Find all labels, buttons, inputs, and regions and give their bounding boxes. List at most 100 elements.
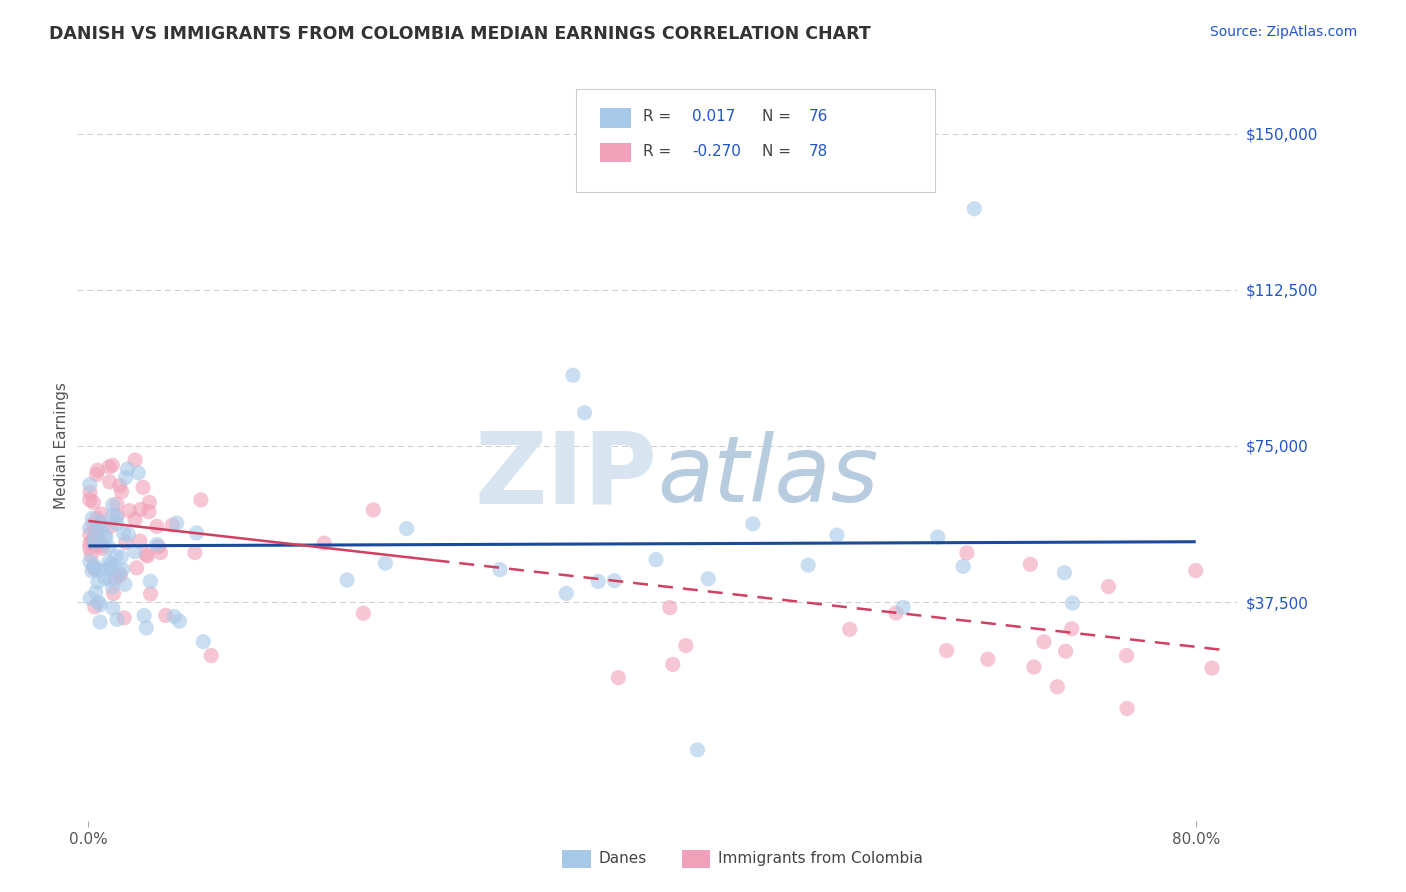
Point [555, 586, 578, 600]
Point [163, 609, 186, 624]
Point [1062, 596, 1084, 610]
Point [86, 511, 108, 525]
Point [79, 492, 101, 507]
Point [83, 558, 105, 573]
Point [94, 531, 117, 545]
Point [190, 492, 212, 507]
Point [149, 545, 172, 559]
Point [86, 463, 108, 477]
Point [1184, 564, 1206, 578]
Point [118, 504, 141, 518]
Point [741, 516, 763, 531]
Point [607, 671, 630, 685]
Point [124, 453, 146, 467]
Point [104, 549, 127, 563]
Point [110, 550, 132, 565]
Point [1019, 558, 1042, 572]
Point [83, 561, 105, 575]
Point [361, 503, 384, 517]
Point [82, 533, 104, 548]
Point [129, 502, 152, 516]
Point [138, 505, 160, 519]
Point [1054, 644, 1077, 658]
Point [91, 541, 114, 556]
Point [127, 466, 149, 480]
Point [79, 521, 101, 535]
Point [97, 541, 120, 555]
Point [91, 519, 114, 533]
Point [89, 533, 111, 547]
Point [124, 512, 146, 526]
Point [200, 648, 222, 663]
Point [89, 598, 111, 612]
Point [148, 540, 170, 554]
Text: 0.017: 0.017 [692, 110, 735, 124]
Point [661, 657, 683, 672]
Point [139, 574, 162, 589]
Point [79, 477, 101, 491]
Point [105, 612, 128, 626]
Point [125, 561, 148, 575]
Point [336, 573, 359, 587]
Text: 78: 78 [808, 145, 828, 159]
Point [117, 462, 139, 476]
Text: N =: N = [762, 110, 796, 124]
Point [108, 566, 131, 580]
Point [145, 537, 167, 551]
Point [101, 498, 124, 512]
Point [84, 524, 107, 539]
Text: DANISH VS IMMIGRANTS FROM COLOMBIA MEDIAN EARNINGS CORRELATION CHART: DANISH VS IMMIGRANTS FROM COLOMBIA MEDIA… [49, 25, 870, 43]
Point [1022, 660, 1045, 674]
Point [489, 563, 512, 577]
Point [98, 460, 121, 475]
Point [314, 536, 336, 550]
Point [825, 528, 848, 542]
Y-axis label: Median Earnings: Median Earnings [53, 383, 69, 509]
Point [82, 495, 104, 509]
Point [135, 621, 157, 635]
Point [169, 614, 191, 628]
Point [89, 615, 111, 629]
Point [1116, 701, 1139, 715]
Point [114, 470, 136, 484]
Point [797, 558, 820, 573]
Point [145, 519, 167, 533]
Point [956, 546, 979, 560]
Point [697, 572, 720, 586]
Point [561, 368, 583, 383]
Point [86, 530, 108, 544]
Point [97, 555, 120, 569]
Point [90, 515, 112, 529]
Point [82, 511, 104, 525]
Point [891, 600, 914, 615]
Point [977, 652, 1000, 666]
Point [83, 534, 105, 549]
Point [110, 484, 132, 499]
Point [658, 600, 681, 615]
Point [87, 595, 110, 609]
Point [84, 533, 107, 547]
Point [90, 507, 112, 521]
Point [105, 516, 128, 531]
Point [603, 574, 626, 588]
Point [79, 591, 101, 606]
Point [1046, 680, 1069, 694]
Point [111, 562, 134, 576]
Point [101, 580, 124, 594]
Text: Immigrants from Colombia: Immigrants from Colombia [718, 851, 924, 865]
Text: 76: 76 [808, 110, 828, 124]
Point [84, 585, 107, 599]
Point [86, 467, 108, 482]
Point [124, 544, 146, 558]
Point [193, 634, 215, 648]
Point [105, 510, 128, 524]
Text: Danes: Danes [599, 851, 647, 865]
Text: N =: N = [762, 145, 796, 159]
Point [352, 607, 374, 621]
Point [105, 497, 128, 511]
Point [166, 516, 188, 530]
Point [186, 525, 208, 540]
Point [114, 535, 136, 549]
Point [83, 599, 105, 614]
Point [395, 522, 418, 536]
